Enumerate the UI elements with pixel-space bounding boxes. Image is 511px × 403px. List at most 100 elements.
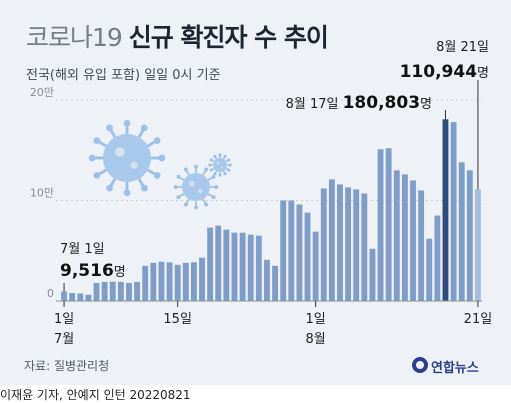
bar — [239, 232, 246, 301]
virus-spot — [221, 166, 224, 169]
bar — [304, 212, 311, 301]
bar — [458, 162, 465, 301]
virus-spike-tip — [218, 173, 222, 177]
virus-spike-tip — [123, 119, 131, 127]
bar — [134, 281, 141, 301]
bar — [158, 261, 165, 301]
bar — [93, 282, 100, 301]
bar — [442, 119, 449, 301]
virus-spike-tip — [218, 153, 222, 157]
bar — [361, 193, 368, 301]
bar — [272, 265, 278, 301]
virus-spike-tip — [211, 195, 216, 200]
yonhap-logo: 연합뉴스 — [412, 355, 502, 377]
x-tick-label: 1일 — [306, 312, 326, 327]
bar — [475, 189, 481, 301]
bar — [207, 227, 214, 301]
virus-spot — [216, 161, 220, 165]
bar — [385, 148, 392, 301]
bar — [280, 200, 287, 301]
title-light: 코로나19 — [26, 23, 123, 52]
x-tick-label: 21일 — [464, 312, 493, 327]
virus-spike-tip — [141, 124, 148, 132]
virus-spike-tip — [141, 184, 148, 192]
virus-spot — [198, 189, 203, 194]
bar — [410, 180, 416, 301]
virus-spike-tip — [204, 167, 209, 172]
virus-body — [213, 158, 227, 172]
virus-spike-tip — [209, 158, 213, 162]
virus-spike-tip — [106, 124, 113, 132]
page-title: 코로나19 신규 확진자 수 추이 — [26, 18, 329, 54]
bar — [353, 189, 360, 301]
virus-spike-tip — [194, 164, 198, 169]
bar — [85, 294, 92, 301]
annotation-peak: 8월 17일 180,803명 — [286, 93, 432, 113]
bar — [426, 238, 433, 301]
virus-spike-tip — [223, 172, 227, 176]
virus-spike-tip — [204, 202, 209, 207]
virus-large-icon — [88, 119, 166, 197]
virus-spike-tip — [153, 172, 161, 179]
annotation-value: 9,516명 — [60, 261, 126, 281]
bar — [117, 281, 124, 301]
virus-spike-tip — [106, 184, 113, 192]
virus-spike-tip — [213, 154, 217, 158]
bar — [345, 187, 352, 301]
bar — [450, 122, 457, 301]
bar — [223, 229, 230, 301]
bar — [337, 184, 343, 301]
bar — [418, 190, 425, 301]
bar — [328, 179, 335, 301]
bar — [296, 204, 303, 301]
bar — [174, 264, 181, 301]
virus-medium-icon — [173, 164, 219, 210]
annotation-value: 180,803 — [343, 93, 420, 113]
virus-spot — [115, 147, 125, 157]
bar — [247, 234, 254, 301]
bar — [401, 174, 408, 301]
virus-spike-tip — [93, 137, 101, 144]
virus-spike-tip — [123, 189, 131, 197]
bar — [69, 292, 76, 301]
bar — [199, 257, 205, 301]
bar — [150, 262, 157, 301]
y-tick-label: 0 — [47, 287, 54, 300]
bar — [182, 262, 189, 301]
virus-spike-tip — [211, 174, 216, 179]
virus-spike-tip — [227, 168, 231, 172]
bar — [369, 248, 376, 301]
annotation-date: 8월 17일 — [286, 97, 343, 112]
bar — [109, 281, 116, 301]
bar — [377, 149, 384, 301]
bar — [255, 235, 262, 301]
virus-spike-tip — [183, 202, 188, 207]
virus-spike-tip — [173, 185, 178, 189]
yonhap-logo-icon — [412, 357, 428, 373]
annotation-date: 7월 1일 — [60, 242, 105, 257]
bar — [466, 170, 473, 301]
infographic-card: 코로나19 신규 확진자 수 추이 전국(해외 유입 포함) 일일 0시 기준 … — [0, 0, 511, 385]
annotation-unit: 명 — [114, 265, 126, 280]
virus-spike-tip — [93, 172, 101, 179]
virus-spike-tip — [209, 168, 213, 172]
annotation-date: 8월 21일 — [436, 40, 489, 55]
virus-illustration — [88, 119, 232, 210]
virus-spike-tip — [88, 154, 96, 162]
bar — [320, 188, 327, 301]
virus-spike-tip — [194, 205, 198, 210]
annotation-value: 110,944명 — [400, 62, 489, 82]
annotation-unit: 명 — [420, 97, 432, 112]
bar — [77, 293, 84, 301]
bar — [61, 291, 67, 301]
virus-spike-tip — [227, 158, 231, 162]
bar — [288, 200, 295, 301]
bar — [264, 259, 270, 301]
bar — [166, 262, 173, 301]
virus-small-icon — [208, 153, 232, 177]
x-tick-label-month: 8월 — [306, 332, 326, 347]
virus-spike-tip — [176, 174, 181, 179]
bars — [56, 119, 482, 302]
virus-spike-tip — [153, 137, 161, 144]
